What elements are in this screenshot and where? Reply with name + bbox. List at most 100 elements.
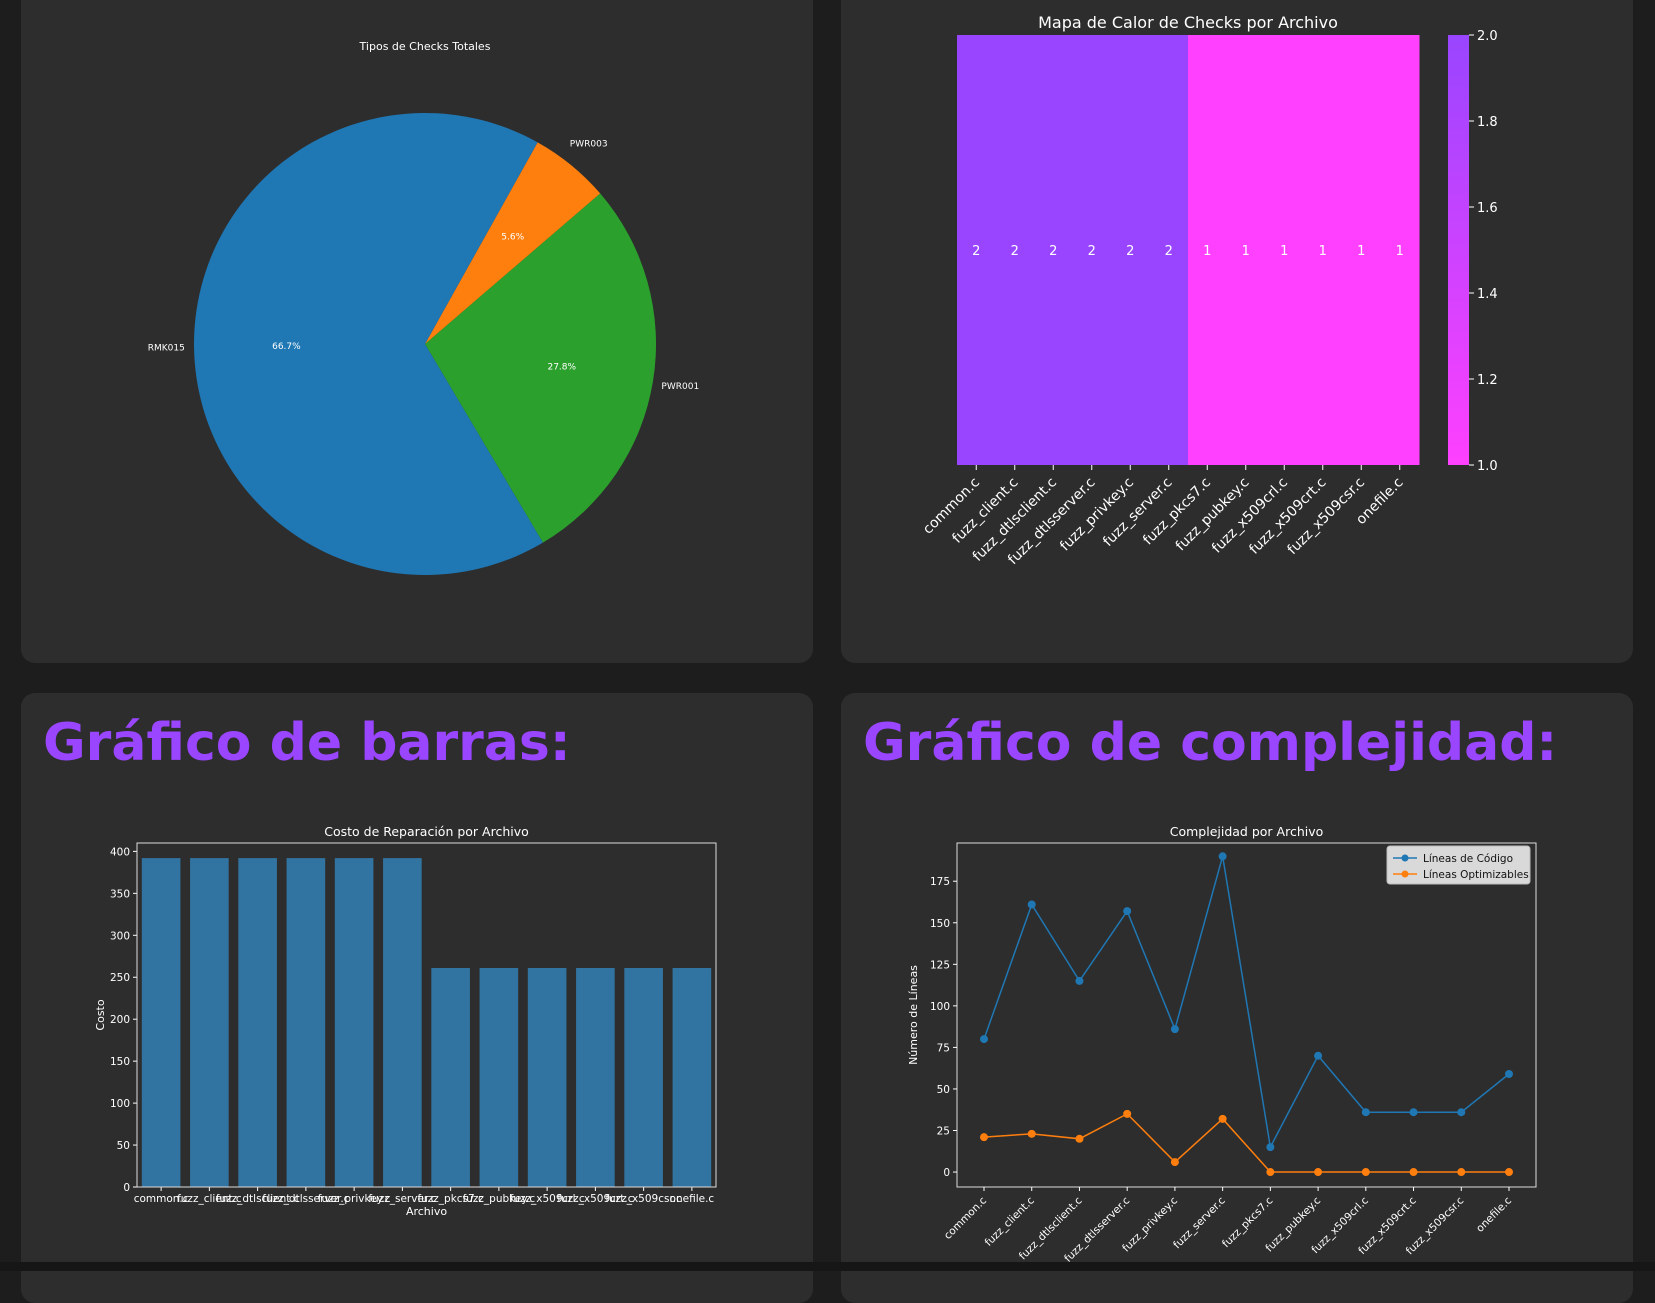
- line-point: [1409, 1108, 1418, 1117]
- heatmap-cell-label: 2: [1088, 244, 1096, 259]
- heatmap-cell-label: 1: [1280, 244, 1288, 259]
- bar: [527, 968, 567, 1187]
- line-point: [1123, 907, 1132, 916]
- colorbar-tick-label: 1.2: [1477, 373, 1498, 388]
- line-series: [983, 856, 1510, 1150]
- heatmap-cell-label: 1: [1242, 244, 1250, 259]
- line-point: [1266, 1168, 1275, 1177]
- line-point: [1505, 1168, 1513, 1177]
- bar-x-tick-label: fuzz_x509csr.c: [605, 1193, 682, 1205]
- heatmap-cell-label: 1: [1396, 244, 1404, 259]
- bar-y-tick-label: 400: [110, 846, 130, 858]
- line-point: [1075, 976, 1084, 985]
- line-point: [1266, 1143, 1275, 1152]
- colorbar-tick-label: 1.8: [1477, 115, 1498, 130]
- bar: [672, 968, 712, 1187]
- line-point: [1457, 1168, 1466, 1177]
- colorbar-tick-label: 1.4: [1477, 287, 1498, 302]
- line-y-tick-label: 125: [930, 959, 950, 971]
- heatmap-cell-label: 2: [1049, 244, 1057, 259]
- pie-category-label: RMK015: [148, 343, 185, 353]
- line-legend-box: [1386, 845, 1531, 885]
- bar-y-tick-label: 150: [110, 1056, 130, 1068]
- colorbar-tick-label: 2.0: [1477, 29, 1498, 44]
- bar-chart-title: Costo de Reparación por Archivo: [324, 824, 529, 839]
- heatmap-card: Mapa de Calor de Checks por Archivo 2 comm…: [841, 0, 1633, 663]
- bar-y-tick-label: 250: [110, 972, 130, 984]
- line-point: [1361, 1108, 1370, 1117]
- bar-x-tick-label: fuzz_server.c: [368, 1193, 436, 1205]
- bar-y-tick-label: 350: [110, 888, 130, 900]
- line-y-tick-label: 175: [930, 876, 950, 888]
- bar-x-tick-label: fuzz_dtlsclient.c: [216, 1193, 300, 1205]
- bar-x-tick-label: fuzz_privkey.c: [318, 1193, 391, 1205]
- heatmap-colorbar: [1448, 35, 1469, 465]
- legend-label: Líneas Optimizables: [1423, 869, 1529, 881]
- colorbar-tick-label: 1.6: [1477, 201, 1498, 216]
- heatmap-cell: [1188, 35, 1227, 465]
- legend-marker: [1401, 870, 1409, 878]
- bar: [624, 968, 663, 1187]
- line-point: [1314, 1051, 1323, 1060]
- line-point: [1361, 1168, 1370, 1177]
- line-plot-frame: [956, 842, 1537, 1188]
- pie-value-label: 27.8%: [547, 362, 576, 372]
- bar-y-tick-label: 200: [110, 1014, 130, 1026]
- bar: [190, 858, 229, 1187]
- line-point: [1170, 1025, 1179, 1034]
- line-point: [1075, 1134, 1084, 1143]
- line-y-tick-label: 0: [943, 1167, 950, 1179]
- line-y-tick-label: 75: [937, 1042, 950, 1054]
- line-y-tick-label: 100: [930, 1001, 950, 1013]
- bar: [383, 858, 422, 1187]
- heatmap-cell: [1072, 35, 1112, 465]
- bar-x-tick-label: common.c: [134, 1193, 189, 1205]
- legend-marker: [1401, 854, 1409, 862]
- heatmap-cell: [995, 35, 1035, 465]
- bar-x-tick-label: fuzz_x509crl.c: [510, 1193, 585, 1205]
- complexity-chart-heading: Gráfico de complejidad:: [863, 713, 1558, 773]
- heatmap-cell: [1226, 35, 1266, 465]
- line-point: [1027, 900, 1036, 909]
- line-point: [1218, 1114, 1227, 1123]
- line-point: [1218, 852, 1227, 861]
- bar-x-tick-label: fuzz_client.c: [177, 1193, 242, 1205]
- bar: [286, 858, 326, 1187]
- heatmap-cell-label: 2: [1165, 244, 1173, 259]
- bar: [479, 968, 519, 1187]
- pie-value-label: 66.7%: [272, 342, 301, 352]
- heatmap-cell: [1034, 35, 1073, 465]
- line-y-axis-label: Número de Líneas: [907, 965, 920, 1065]
- pie-chart-card: Tipos de Checks Totales 27.8% PWR001 5.6% PW…: [21, 0, 813, 663]
- pie-category-label: PWR003: [570, 140, 608, 150]
- heatmap-cell: [1342, 35, 1381, 465]
- pie-chart: Tipos de Checks Totales 27.8% PWR001 5.6% PW…: [148, 40, 699, 575]
- line-y-tick-label: 50: [937, 1084, 950, 1096]
- line-y-tick-label: 150: [930, 918, 950, 930]
- bar: [334, 858, 374, 1187]
- pie-slice: [194, 112, 543, 575]
- bar: [576, 968, 615, 1187]
- pie-value-label: 5.6%: [501, 233, 524, 243]
- line-chart: Complejidad por Archivo 0 25 50 75 100 125 150 1…: [907, 824, 1537, 1265]
- line-point: [980, 1035, 988, 1044]
- line-point: [1027, 1129, 1036, 1138]
- pie-slice: [425, 142, 601, 344]
- pie-title: Tipos de Checks Totales: [359, 40, 491, 53]
- line-point: [1170, 1158, 1179, 1167]
- colorbar-tick-label: 1.0: [1477, 459, 1498, 474]
- line-x-tick-label: onefile.c: [1474, 1194, 1514, 1234]
- heatmap-cell: [1149, 35, 1189, 465]
- bar-chart-heading: Gráfico de barras:: [43, 713, 571, 773]
- bar-x-tick-label: fuzz_pubkey.c: [463, 1193, 536, 1205]
- legend-label: Líneas de Código: [1423, 853, 1513, 865]
- heatmap-cell: [1265, 35, 1304, 465]
- bar-x-tick-label: onefile.c: [670, 1193, 715, 1205]
- heatmap-cell-label: 1: [1203, 244, 1211, 259]
- heatmap-title: Mapa de Calor de Checks por Archivo: [1038, 13, 1338, 32]
- bar: [141, 858, 181, 1187]
- line-series: [983, 1112, 1509, 1173]
- heatmap-cell-label: 1: [1357, 244, 1365, 259]
- line-point: [1123, 1109, 1132, 1118]
- line-point: [1457, 1108, 1466, 1117]
